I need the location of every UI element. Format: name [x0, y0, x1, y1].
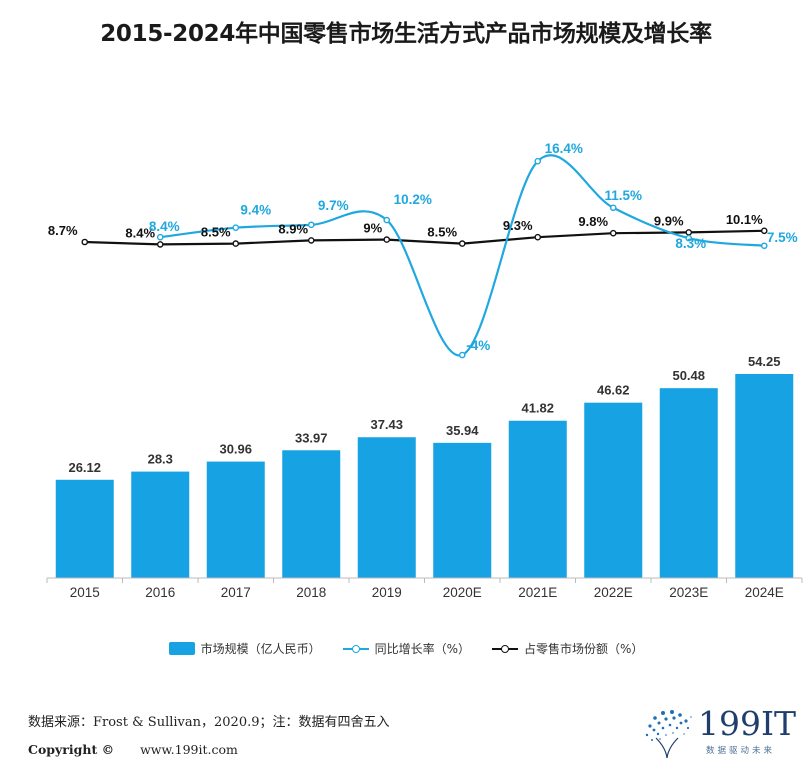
growth-point-2019: [383, 216, 391, 224]
growth-value-label-2020E: -4%: [466, 338, 490, 353]
share-value-label-2018: 8.9%: [278, 221, 308, 236]
bar-value-label-2015: 26.12: [68, 460, 101, 475]
growth-value-label-2017: 9.4%: [240, 203, 271, 218]
share-point-2022E: [609, 229, 617, 237]
share-point-2016: [156, 241, 164, 248]
bar-2019: [357, 437, 416, 578]
x-tick-label-2020E: 2020E: [443, 585, 482, 600]
bar-value-label-2019: 37.43: [370, 417, 403, 432]
growth-point-2021E: [534, 157, 542, 165]
x-tick-label-2022E: 2022E: [594, 585, 633, 600]
legend-swatch-share: [492, 643, 518, 655]
growth-value-label-2016: 8.4%: [149, 219, 180, 234]
share-point-2018: [307, 237, 315, 244]
bar-value-label-2024E: 54.25: [748, 354, 781, 369]
bar-value-label-2022E: 46.62: [597, 383, 630, 398]
share-point-2015: [81, 238, 89, 246]
bar-2021E: [508, 420, 567, 578]
growth-point-2022E: [609, 204, 617, 212]
legend-swatch-growth: [342, 643, 369, 655]
bar-2024E: [735, 374, 794, 578]
growth-point-2016: [156, 233, 164, 241]
growth-value-label-2021E: 16.4%: [545, 141, 583, 156]
legend-swatch-bar: [168, 642, 195, 655]
bar-2017: [206, 461, 265, 578]
legend-label-bar: 市场规模（亿人民币）: [200, 642, 321, 656]
growth-point-2024E: [760, 242, 768, 250]
share-point-2017: [232, 240, 240, 247]
share-line: [84, 229, 765, 246]
growth-line: [160, 154, 765, 357]
x-tick-label-2017: 2017: [221, 585, 251, 600]
growth-point-2020E: [458, 351, 466, 359]
x-tick-label-2018: 2018: [296, 585, 326, 600]
copyright-label: Copyright ©: [28, 742, 115, 757]
x-tick-label-2021E: 2021E: [518, 585, 557, 600]
bar-value-label-2016: 28.3: [148, 452, 173, 467]
bar-2018: [282, 450, 341, 578]
bar-2022E: [584, 402, 643, 578]
brand-logo: 199IT 数据驱动未来: [640, 704, 805, 762]
share-value-label-2017: 8.5%: [201, 225, 231, 240]
share-value-label-2023E: 9.9%: [654, 213, 684, 228]
share-value-label-2015: 8.7%: [48, 223, 78, 238]
x-tick-label-2024E: 2024E: [745, 585, 784, 600]
x-tick-label-2023E: 2023E: [669, 585, 708, 600]
share-point-2019: [383, 236, 391, 243]
logo-tagline: 数据驱动未来: [706, 746, 776, 756]
share-point-2024E: [760, 227, 768, 235]
dandelion-dots-icon: [645, 710, 692, 759]
share-value-label-2020E: 8.5%: [427, 225, 457, 240]
share-point-2021E: [534, 233, 542, 241]
share-value-label-2019: 9%: [363, 221, 382, 236]
growth-value-label-2023E: 8.3%: [675, 236, 706, 251]
share-point-2020E: [458, 240, 466, 247]
growth-value-label-2024E: 7.5%: [767, 230, 798, 245]
legend-label-growth: 同比增长率（%）: [374, 642, 470, 656]
bar-2016: [131, 471, 190, 578]
bar-value-label-2017: 30.96: [219, 442, 252, 457]
chart-title: 2015-2024年中国零售市场生活方式产品市场规模及增长率: [100, 21, 712, 47]
bar-value-label-2020E: 35.94: [446, 423, 479, 438]
bar-value-label-2021E: 41.82: [521, 401, 554, 416]
bar-2023E: [659, 388, 718, 578]
legend-item-growth: 同比增长率（%）: [342, 640, 470, 657]
growth-point-2023E: [685, 234, 693, 242]
growth-point-2018: [307, 221, 315, 229]
legend-item-bar: 市场规模（亿人民币）: [168, 640, 321, 657]
bar-2015: [55, 479, 114, 578]
growth-point-2017: [232, 224, 240, 231]
chart-legend: 市场规模（亿人民币） 同比增长率（%） 占零售市场份额（%）: [0, 640, 812, 657]
share-value-label-2021E: 9.3%: [503, 218, 533, 233]
copyright-line: Copyright © www.199it.com: [28, 742, 238, 757]
copyright-url[interactable]: www.199it.com: [140, 742, 238, 757]
x-tick-label-2019: 2019: [372, 585, 402, 600]
legend-item-share: 占零售市场份额（%）: [492, 640, 643, 657]
logo-wordmark: 199IT: [698, 704, 797, 743]
source-note: 数据来源：Frost & Sullivan，2020.9；注：数据有四舍五入: [28, 715, 390, 730]
bar-2020E: [433, 442, 492, 578]
share-value-label-2022E: 9.8%: [578, 214, 608, 229]
x-tick-label-2016: 2016: [145, 585, 175, 600]
bar-value-label-2023E: 50.48: [672, 368, 705, 383]
share-value-label-2016: 8.4%: [125, 225, 155, 240]
share-point-2023E: [685, 229, 693, 236]
legend-label-share: 占零售市场份额（%）: [524, 642, 644, 656]
growth-value-label-2019: 10.2%: [394, 192, 432, 207]
growth-value-label-2018: 9.7%: [318, 198, 349, 213]
bar-value-label-2018: 33.97: [295, 430, 328, 445]
chart-area: 26.12 2015 28.3 2016 30.96 2017 33.97 2018 37.43…: [46, 141, 803, 600]
share-value-label-2024E: 10.1%: [726, 212, 763, 227]
x-tick-label-2015: 2015: [70, 585, 100, 600]
growth-value-label-2022E: 11.5%: [604, 188, 642, 203]
